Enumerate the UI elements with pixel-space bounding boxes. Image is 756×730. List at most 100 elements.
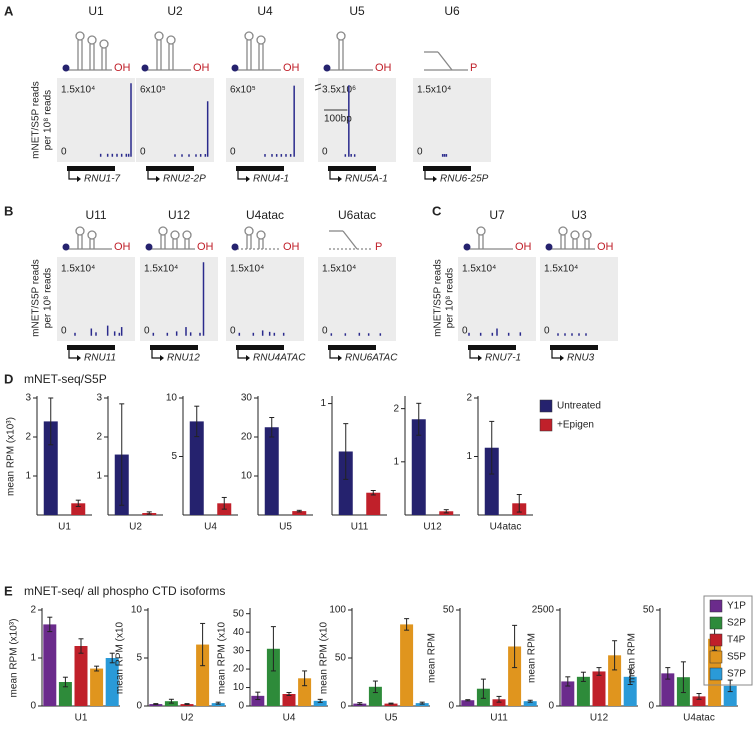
structure-loop xyxy=(570,230,580,240)
panel-label: E xyxy=(4,583,13,598)
x-tick-label: U4 xyxy=(204,522,217,533)
tss-arrowhead xyxy=(246,355,250,361)
chart-title: U2 xyxy=(167,4,183,18)
y-tick-label: 2 xyxy=(393,403,399,414)
five-prime-cap xyxy=(545,243,553,251)
y-tick-label: 1 xyxy=(25,471,31,482)
gene-body xyxy=(236,166,284,171)
gene-label: RNU6-25P xyxy=(440,174,489,185)
gene-body xyxy=(423,166,471,171)
legend-frame xyxy=(703,595,753,686)
y-tick-label: 1.5x10⁴ xyxy=(230,264,264,275)
bar xyxy=(71,503,86,515)
y-tick-label: 0 xyxy=(61,147,67,158)
tss-arrowhead xyxy=(77,355,81,361)
gene-body xyxy=(468,345,516,350)
y-tick-label: 0 xyxy=(30,701,36,712)
tss-arrow xyxy=(237,350,246,359)
bar xyxy=(266,648,280,706)
y-tick-label: 1 xyxy=(96,471,102,482)
chart-title: U7 xyxy=(489,208,505,222)
legend-label: Y1P xyxy=(727,601,746,612)
tss-arrowhead xyxy=(160,355,164,361)
y-axis-label: mean RPM (x10 xyxy=(217,621,228,694)
y-axis-label: mean RPM (x10³) xyxy=(9,619,20,698)
y-axis-label: per 10⁸ reads xyxy=(43,268,54,328)
chart-title: U6 xyxy=(444,4,460,18)
axis-break xyxy=(314,87,322,91)
tss-arrowhead xyxy=(338,355,342,361)
end-label: OH xyxy=(597,241,614,253)
gene-label: RNU12 xyxy=(167,353,200,364)
chart-title: U12 xyxy=(168,208,190,222)
tss-arrow xyxy=(237,171,246,180)
bar xyxy=(484,447,499,515)
chart-title: mNET-seq/ all phospho CTD isoforms xyxy=(24,584,225,598)
y-tick-label: 1 xyxy=(393,456,399,467)
y-tick-label: 2 xyxy=(30,605,36,616)
y-tick-label: 50 xyxy=(643,605,655,616)
y-tick-label: 1 xyxy=(466,451,472,462)
y-tick-label: 1.5x10⁴ xyxy=(417,85,451,96)
bar xyxy=(692,696,706,706)
legend-label: S2P xyxy=(727,618,746,629)
legend-label: S7P xyxy=(727,669,746,680)
y-tick-label: 0 xyxy=(340,701,346,712)
track-background xyxy=(226,257,304,341)
scale-bar-label: 100bp xyxy=(324,114,352,125)
y-axis-label: mean RPM (x10 xyxy=(115,621,126,694)
bar xyxy=(576,676,590,706)
chart-title: U3 xyxy=(571,208,587,222)
five-prime-cap xyxy=(463,243,471,251)
y-tick-label: 0 xyxy=(322,326,328,337)
y-tick-label: 0 xyxy=(548,701,554,712)
tss-arrow xyxy=(68,171,77,180)
legend-swatch xyxy=(709,633,723,647)
track-background xyxy=(140,257,218,341)
tss-arrow xyxy=(551,350,560,359)
end-label: OH xyxy=(515,241,532,253)
gene-label: RNU6ATAC xyxy=(345,353,398,364)
y-tick-label: 2 xyxy=(466,393,472,404)
structure-loop xyxy=(75,226,85,236)
bar xyxy=(43,421,58,515)
end-label: P xyxy=(375,241,382,253)
panel-label: A xyxy=(4,3,14,18)
tss-arrow xyxy=(424,171,433,180)
gene-body xyxy=(550,345,598,350)
structure-loop xyxy=(158,226,168,236)
y-axis-label: mean RPM xyxy=(527,633,538,683)
gene-label: RNU7-1 xyxy=(485,353,521,364)
bar xyxy=(592,671,606,706)
legend-swatch xyxy=(709,599,723,613)
y-tick-label: 10 xyxy=(233,682,245,693)
y-axis-label: mNET/S5P reads xyxy=(31,259,42,337)
y-tick-label: 0 xyxy=(238,701,244,712)
y-tick-label: 0 xyxy=(144,326,150,337)
structure-loop xyxy=(170,230,180,240)
y-tick-label: 0 xyxy=(417,147,423,158)
bar xyxy=(58,682,72,706)
track-background xyxy=(226,78,304,162)
end-label: P xyxy=(470,62,477,74)
y-tick-label: 1.5x10⁴ xyxy=(144,264,178,275)
panel-label: C xyxy=(432,203,442,218)
structure-loop xyxy=(154,31,164,41)
y-axis-label: mean RPM (x10³) xyxy=(6,417,17,496)
y-axis-label: per 10⁸ reads xyxy=(445,268,456,328)
track-background xyxy=(57,257,135,341)
legend-label: S5P xyxy=(727,652,746,663)
track-background xyxy=(540,257,618,341)
panel-label: B xyxy=(4,203,13,218)
structure-line xyxy=(342,230,358,250)
structure-loop xyxy=(87,230,97,240)
gene-body xyxy=(146,166,194,171)
structure-loop xyxy=(336,31,346,41)
x-tick-label: U2 xyxy=(129,522,142,533)
structure-loop xyxy=(182,230,192,240)
y-tick-label: 20 xyxy=(233,664,245,675)
y-axis-label: mean RPM xyxy=(427,633,438,683)
y-tick-label: 50 xyxy=(443,605,455,616)
bar xyxy=(196,644,210,706)
y-tick-label: 0 xyxy=(544,326,550,337)
